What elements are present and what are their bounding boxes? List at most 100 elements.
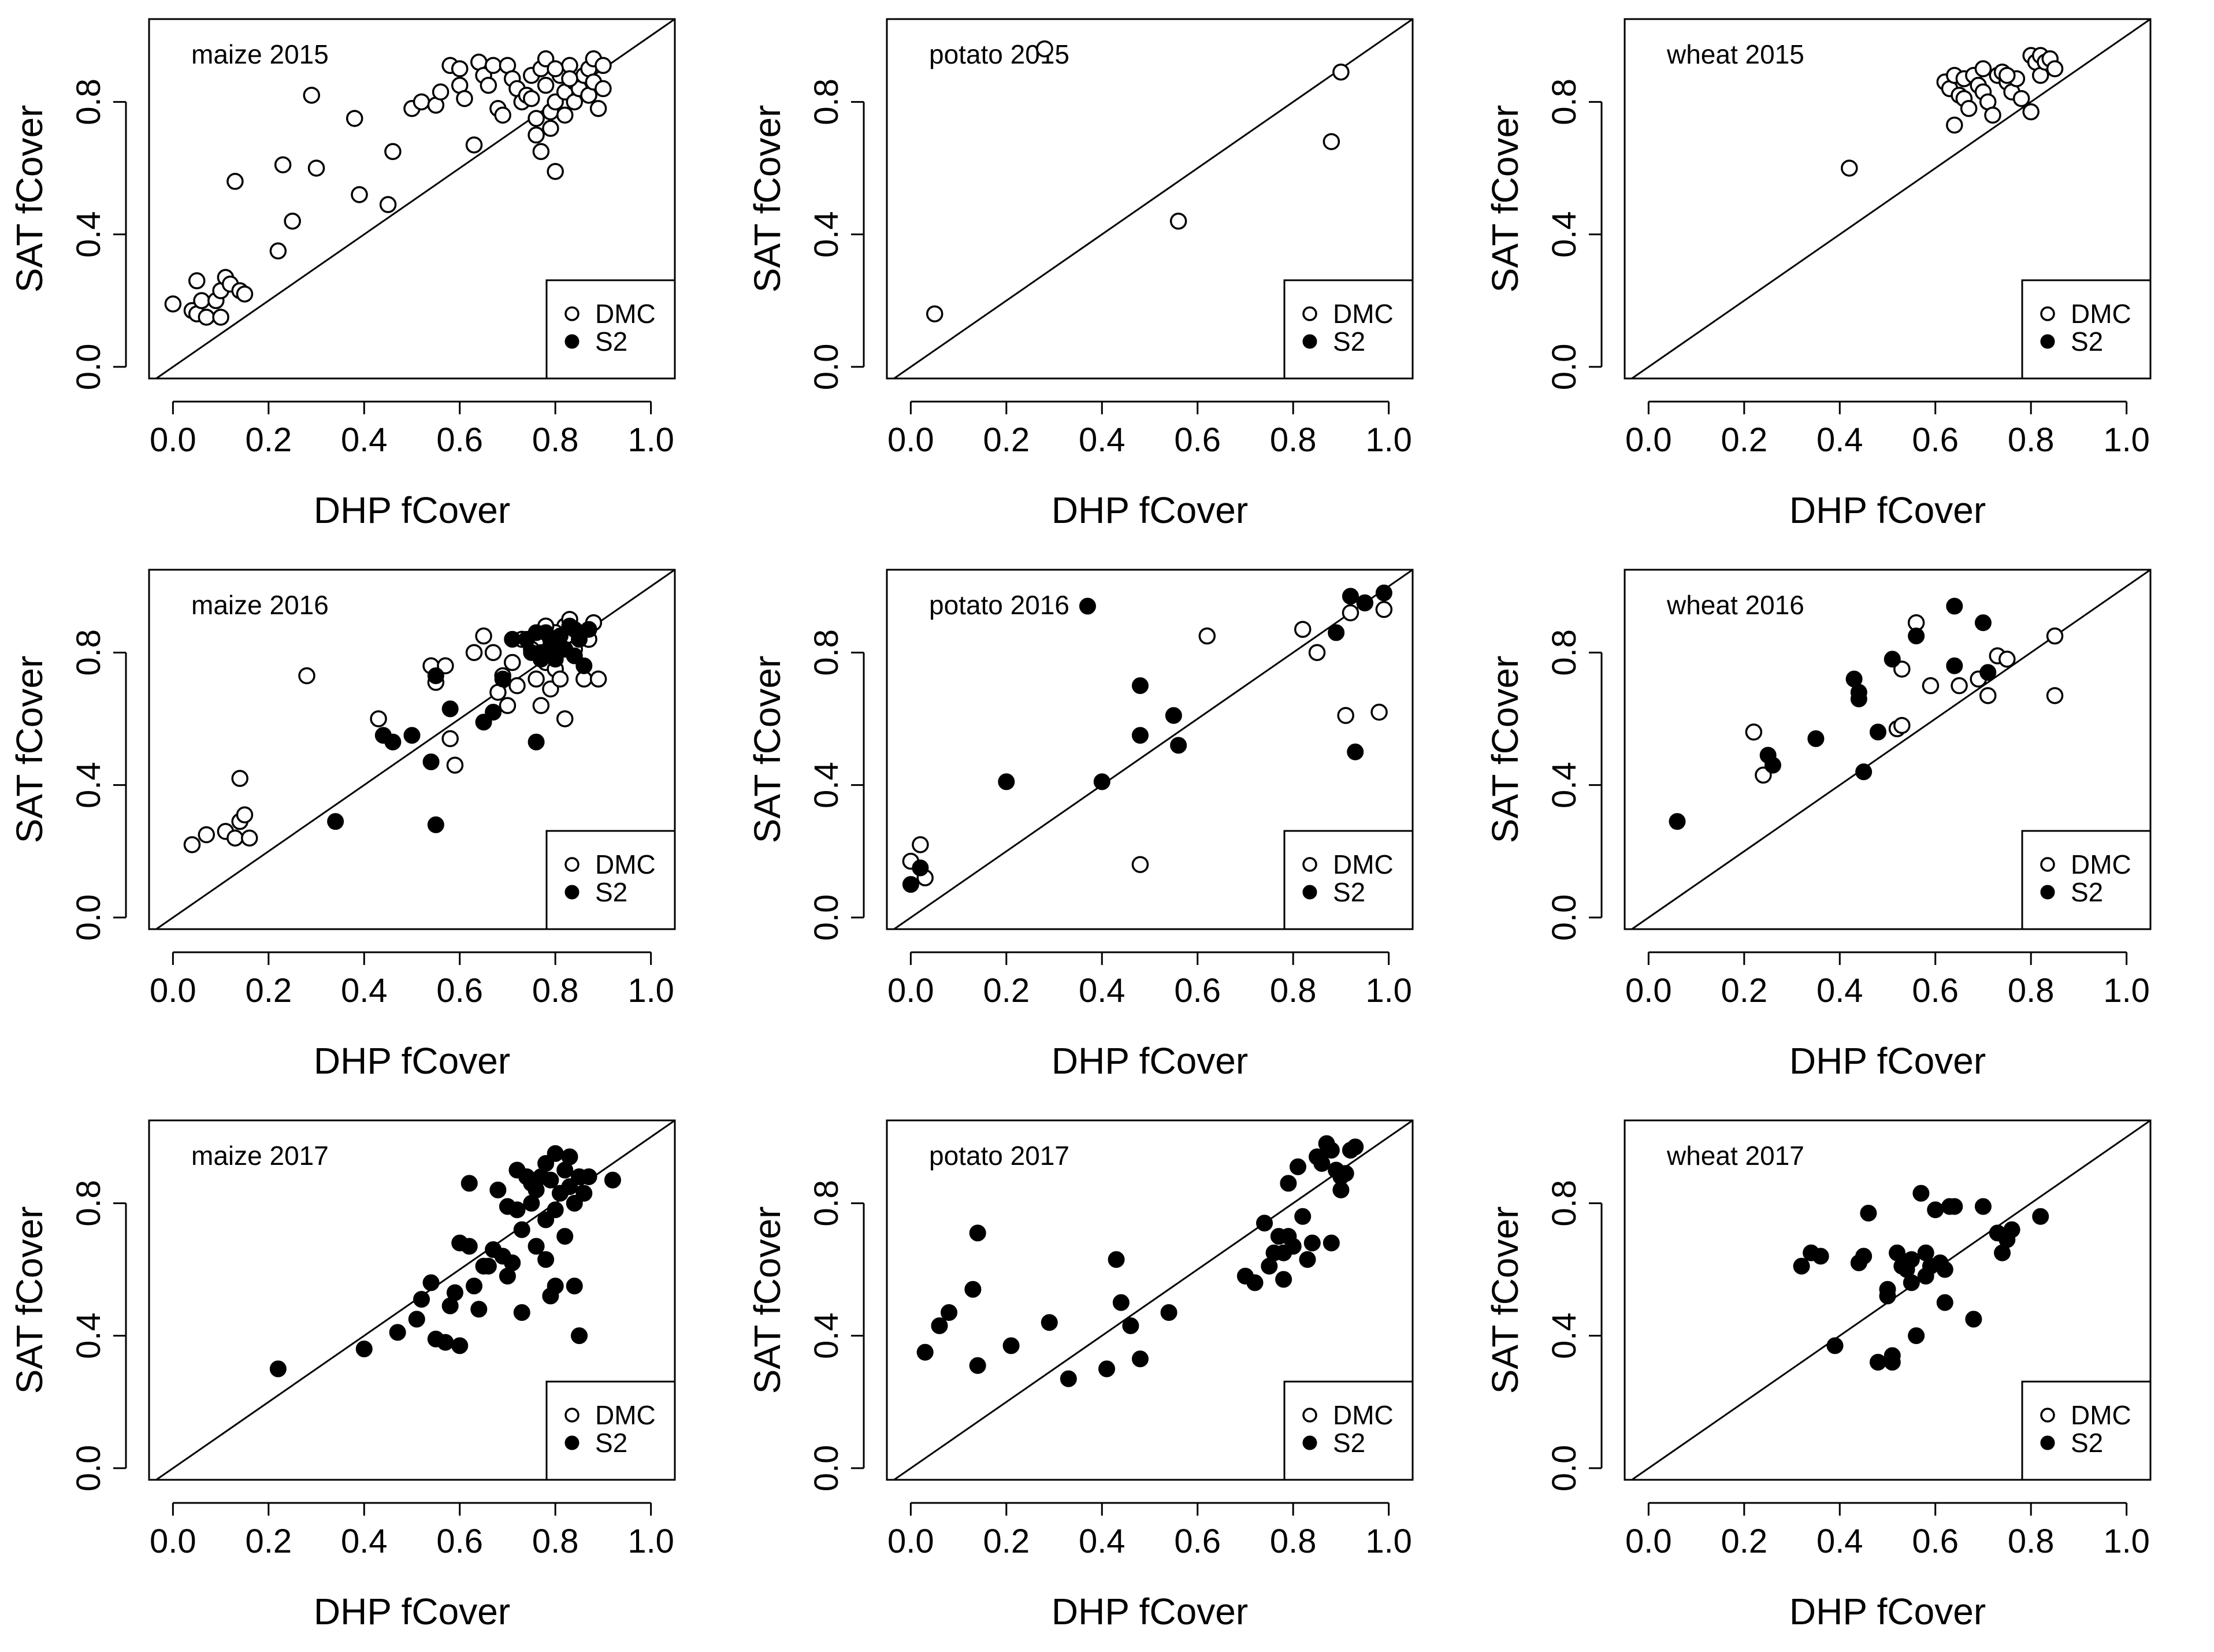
dmc-point xyxy=(198,826,216,844)
dmc-point xyxy=(2022,103,2040,121)
legend-box xyxy=(545,830,676,930)
s2-point xyxy=(547,1278,564,1295)
dmc-point xyxy=(528,126,545,144)
dmc-point xyxy=(551,670,569,688)
scatter-panel: 0.0 0.2 0.4 0.6 0.8 1.0 0.0 0.4 0.8 DHP fCover SAT… xyxy=(738,1101,1476,1652)
dmc-point xyxy=(480,76,497,94)
x-tick-label: 0.2 xyxy=(245,421,292,459)
scatter-plot: 0.0 0.2 0.4 0.6 0.8 1.0 0.0 0.4 0.8 DHP fCover SAT… xyxy=(9,569,676,1082)
panel-title: wheat 2015 xyxy=(1666,39,1804,69)
dmc-point xyxy=(1755,766,1772,784)
s2-point xyxy=(1903,1274,1920,1291)
dmc-point xyxy=(1169,212,1187,230)
legend-open-circle-icon xyxy=(2040,857,2055,872)
dmc-point xyxy=(370,710,387,727)
scatter-panel: 0.0 0.2 0.4 0.6 0.8 1.0 0.0 0.4 0.8 DHP fCover SAT… xyxy=(1476,1101,2213,1652)
y-tick-label: 0.8 xyxy=(70,1180,107,1227)
y-axis-label: SAT fCover xyxy=(1484,656,1526,844)
legend-label: DMC xyxy=(2071,1400,2131,1430)
s2-point xyxy=(269,1360,287,1378)
x-tick-label: 0.8 xyxy=(2008,421,2055,459)
scatter-plot: 0.0 0.2 0.4 0.6 0.8 1.0 0.0 0.4 0.8 DHP fCover SAT… xyxy=(746,569,1414,1082)
x-tick-label: 0.4 xyxy=(341,1523,388,1560)
dmc-point xyxy=(532,143,550,161)
s2-point xyxy=(556,1228,574,1245)
s2-point xyxy=(532,651,549,668)
s2-point xyxy=(575,1185,593,1202)
legend-box xyxy=(1283,1380,1414,1481)
y-tick-label: 0.4 xyxy=(70,211,107,258)
legend-label: S2 xyxy=(595,326,627,357)
y-tick-label: 0.0 xyxy=(808,894,845,941)
x-tick-label: 1.0 xyxy=(627,972,674,1009)
scatter-plot: 0.0 0.2 0.4 0.6 0.8 1.0 0.0 0.4 0.8 DHP fCover SAT… xyxy=(1484,1119,2152,1632)
legend-filled-circle-icon xyxy=(564,1435,579,1450)
x-tick-label: 0.6 xyxy=(1174,1523,1221,1560)
s2-point xyxy=(389,1324,406,1341)
s2-point xyxy=(969,1224,986,1242)
s2-point xyxy=(1303,1234,1321,1252)
x-tick-label: 1.0 xyxy=(1365,421,1412,459)
dmc-point xyxy=(2046,60,2064,77)
dmc-point xyxy=(1946,116,1963,134)
s2-point xyxy=(1908,628,1925,645)
y-tick-label: 0.8 xyxy=(1546,629,1583,676)
scatter-panel: 0.0 0.2 0.4 0.6 0.8 1.0 0.0 0.4 0.8 DHP fCover SAT… xyxy=(738,551,1476,1101)
s2-point xyxy=(1860,1205,1877,1222)
s2-point xyxy=(1256,1215,1273,1232)
dmc-point xyxy=(226,829,244,847)
dmc-point xyxy=(446,756,464,774)
one-to-one-line xyxy=(893,569,1413,930)
y-tick-label: 0.8 xyxy=(808,79,845,125)
s2-point xyxy=(964,1280,982,1298)
s2-point xyxy=(1375,584,1392,602)
dmc-point xyxy=(1998,66,2016,84)
dmc-point xyxy=(528,670,545,688)
scatter-panel: 0.0 0.2 0.4 0.6 0.8 1.0 0.0 0.4 0.8 DHP fCover SAT… xyxy=(1476,551,2213,1101)
s2-point xyxy=(566,1278,583,1295)
y-tick-label: 0.0 xyxy=(1546,894,1583,941)
y-axis-label: SAT fCover xyxy=(746,1206,788,1394)
legend-open-circle-icon xyxy=(564,857,579,872)
x-tick-label: 0.4 xyxy=(1079,421,1125,459)
s2-point xyxy=(1280,1175,1297,1192)
s2-point xyxy=(1946,597,1963,615)
legend-filled-circle-icon xyxy=(2040,334,2055,349)
legend-filled-circle-icon xyxy=(2040,1435,2055,1450)
y-tick-label: 0.8 xyxy=(808,629,845,676)
s2-point xyxy=(537,1211,555,1228)
plot-frame xyxy=(886,1119,1414,1481)
dmc-point xyxy=(193,292,210,310)
dmc-point xyxy=(1974,60,1992,77)
x-tick-label: 0.8 xyxy=(2008,1523,2055,1560)
dmc-point xyxy=(484,57,502,75)
one-to-one-line xyxy=(893,1119,1413,1481)
legend-label: S2 xyxy=(1333,1428,1365,1458)
s2-point xyxy=(327,813,344,830)
x-tick-label: 0.8 xyxy=(1270,421,1317,459)
dmc-point xyxy=(413,93,430,111)
one-to-one-line xyxy=(1631,569,2151,930)
s2-point xyxy=(1903,1251,1920,1268)
s2-point xyxy=(451,1337,469,1354)
legend-filled-circle-icon xyxy=(1302,1435,1317,1450)
x-tick-label: 0.4 xyxy=(1816,972,1863,1009)
scatter-panel: 0.0 0.2 0.4 0.6 0.8 1.0 0.0 0.4 0.8 DHP fCover SAT… xyxy=(1476,0,2213,551)
legend-label: DMC xyxy=(595,299,656,329)
x-tick-label: 1.0 xyxy=(627,421,674,459)
plot-frame xyxy=(148,18,676,380)
x-axis-label: DHP fCover xyxy=(314,1591,510,1632)
dmc-point xyxy=(1337,707,1354,724)
x-tick-label: 0.6 xyxy=(1912,972,1959,1009)
dmc-point xyxy=(537,76,555,94)
s2-point xyxy=(1884,1347,1901,1364)
y-tick-label: 0.4 xyxy=(1546,762,1583,808)
s2-point xyxy=(1927,1201,1944,1219)
legend-open-circle-icon xyxy=(2040,1408,2055,1423)
y-tick-label: 0.8 xyxy=(70,79,107,125)
s2-point xyxy=(480,1257,497,1275)
s2-point xyxy=(1313,1155,1331,1172)
s2-point xyxy=(1079,597,1096,615)
dmc-point xyxy=(1131,856,1149,873)
s2-point xyxy=(1131,1350,1149,1368)
